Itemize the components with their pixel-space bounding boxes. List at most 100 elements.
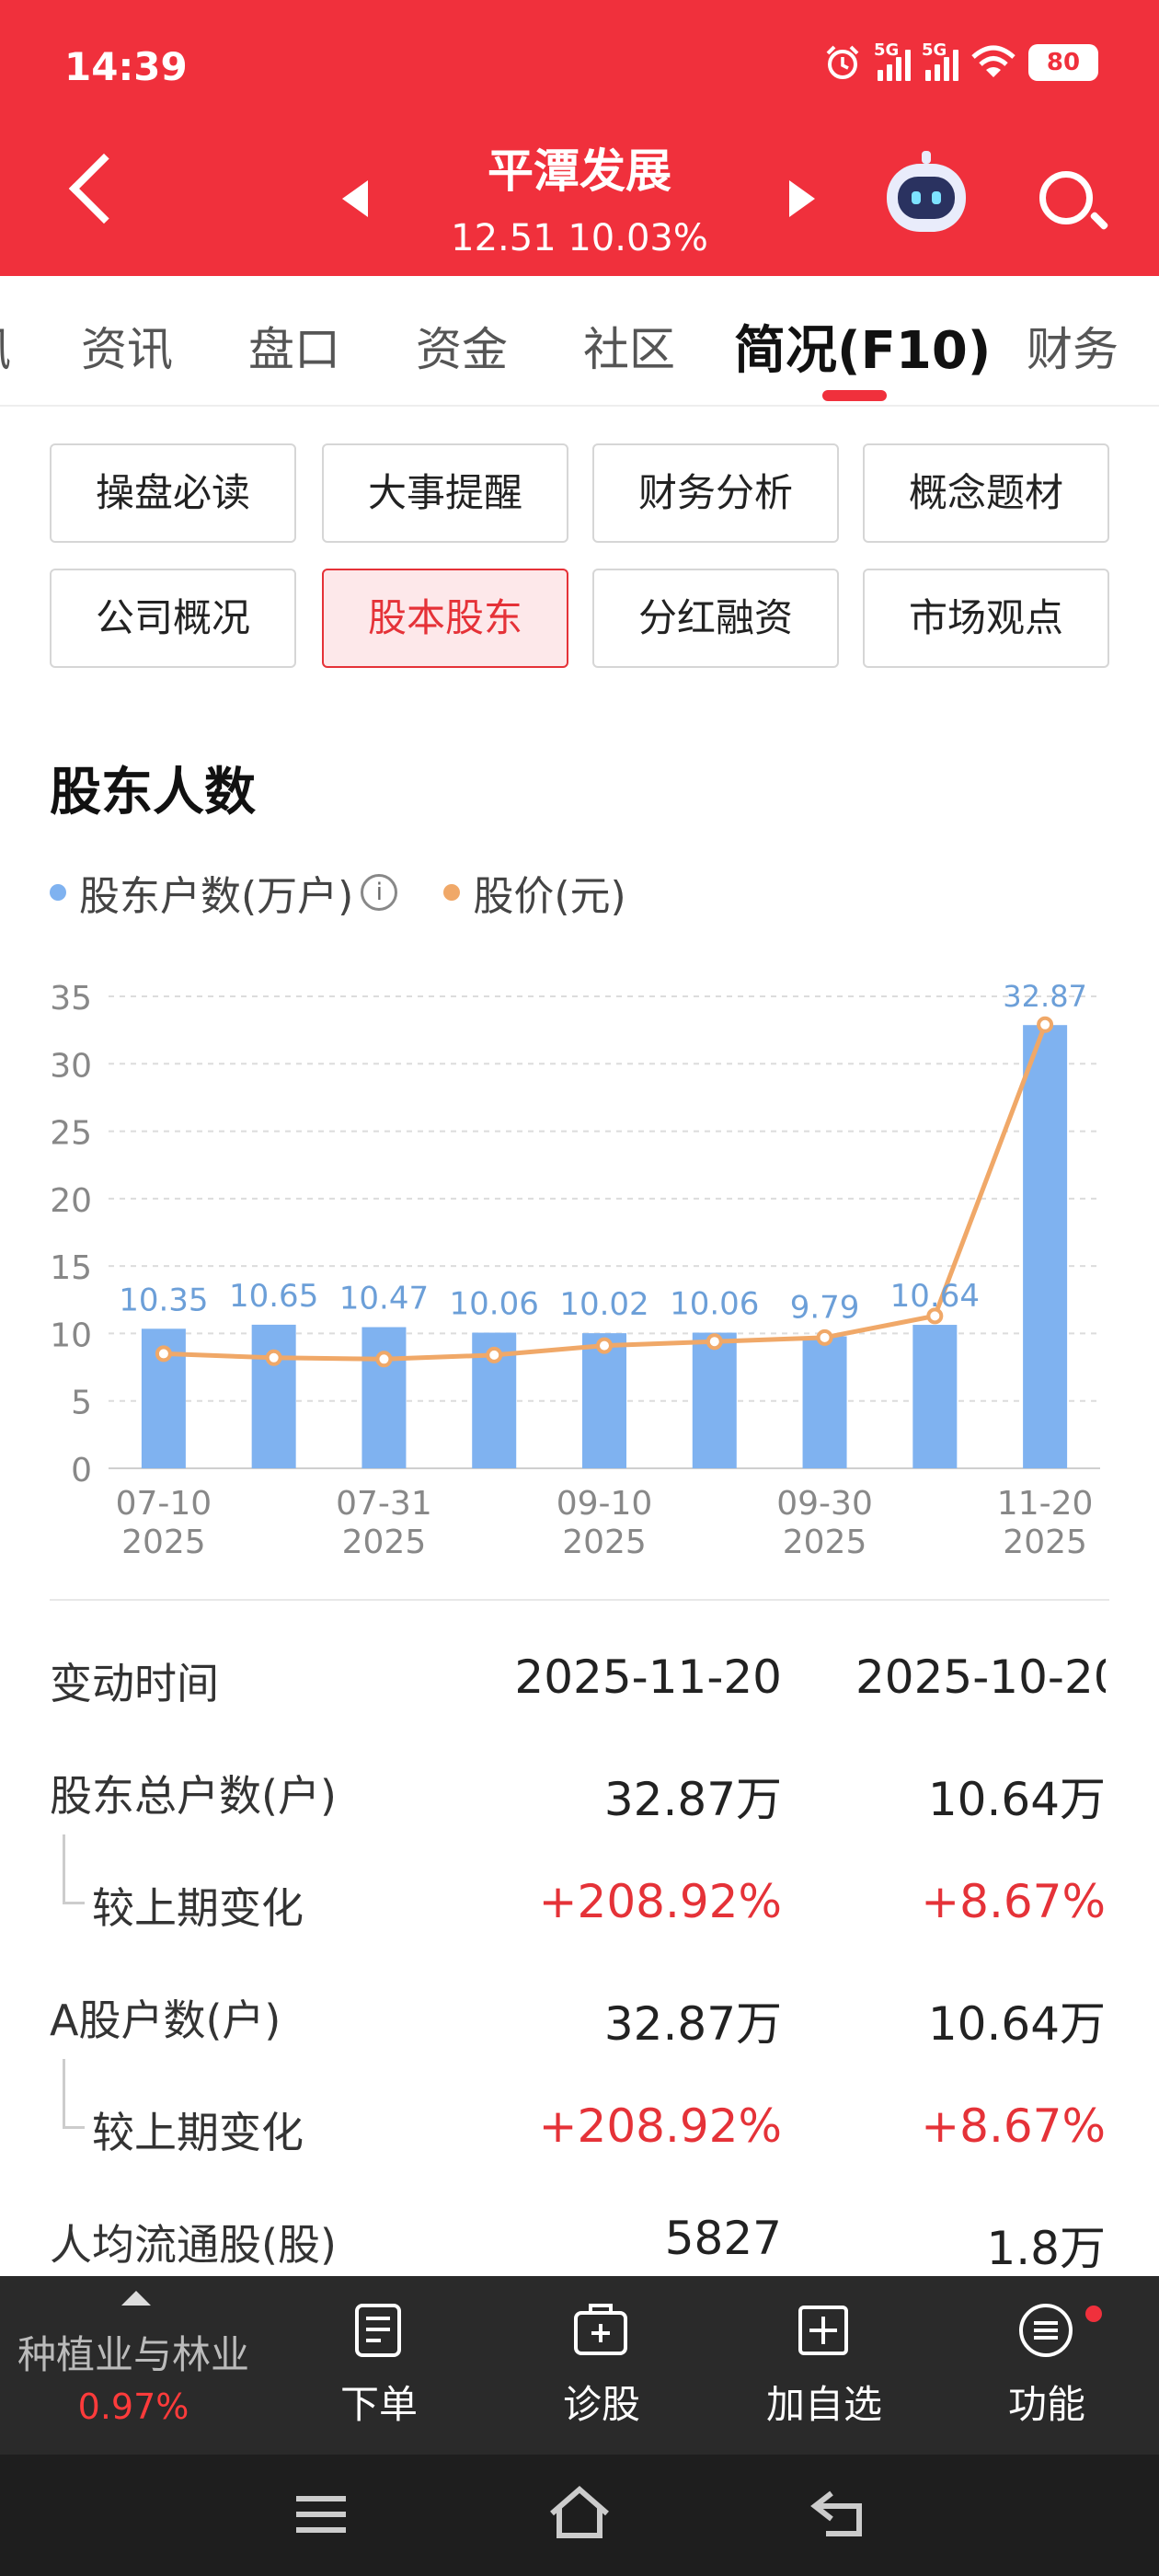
bar-value-label: 10.06: [450, 1286, 539, 1323]
signal-icon-1: 5G: [874, 40, 911, 81]
x-tick-year: 2025: [562, 1524, 647, 1561]
x-tick-label: 09-10: [557, 1485, 653, 1523]
bar-value-label: 10.65: [229, 1278, 318, 1315]
date-col-2: 2025-10-20: [855, 1650, 1106, 1704]
industry-button[interactable]: 种植业与林业 0.97%: [0, 2276, 267, 2455]
x-tick-label: 07-10: [116, 1485, 212, 1523]
y-tick-label: 30: [50, 1047, 92, 1085]
tab-community[interactable]: 社区: [583, 323, 675, 376]
cell-value: +208.92%: [538, 1875, 782, 1928]
price-point: [596, 1337, 613, 1354]
price-point: [926, 1307, 944, 1325]
sub-button-must-read[interactable]: 操盘必读: [50, 443, 296, 543]
price-point: [155, 1345, 172, 1363]
active-tab-indicator: [822, 390, 887, 401]
alarm-icon: [826, 45, 859, 79]
home-nav-icon[interactable]: [546, 2484, 613, 2541]
sub-button-shareholders[interactable]: 股本股东: [322, 569, 568, 668]
tab-capital-flow[interactable]: 资金: [416, 323, 508, 376]
table-row: 较上期变化 +208.92% +8.67%: [0, 2079, 1159, 2171]
cell-value: 5827: [664, 2212, 782, 2265]
sub-button-events[interactable]: 大事提醒: [322, 443, 568, 543]
bar: [582, 1333, 626, 1468]
app-header: 14:39 5G 5G 80 平潭发展 12.51 10.03%: [0, 0, 1159, 276]
sub-button-company-profile[interactable]: 公司概况: [50, 569, 296, 668]
y-tick-label: 20: [50, 1182, 92, 1220]
bar: [912, 1325, 958, 1468]
tab-news[interactable]: 资讯: [81, 323, 173, 376]
x-tick-year: 2025: [783, 1524, 867, 1561]
search-icon[interactable]: [1039, 171, 1093, 224]
bottom-action-bar: 种植业与林业 0.97% 下单 诊股 加自选 功能: [0, 2276, 1159, 2455]
y-tick-label: 10: [50, 1317, 92, 1354]
cell-value: 1.8万: [986, 2222, 1106, 2275]
y-tick-label: 35: [50, 980, 92, 1018]
cell-value: 10.64万: [927, 1997, 1106, 2051]
menu-nav-icon[interactable]: [293, 2491, 350, 2537]
row-label: 股东总户数(户): [50, 1771, 337, 1821]
legend-dot-price: [443, 884, 461, 901]
back-nav-icon[interactable]: [809, 2488, 870, 2541]
price-point: [1037, 1016, 1054, 1033]
expand-up-icon: [121, 2291, 151, 2306]
prev-stock-icon[interactable]: [342, 180, 368, 217]
tree-connector: [63, 2059, 85, 2129]
stock-quote: 12.51 10.03%: [451, 217, 708, 259]
cell-value: +8.67%: [921, 2099, 1106, 2153]
table-header-row: 变动时间 2025-11-20 2025-10-20: [0, 1630, 1159, 1722]
status-time: 14:39: [64, 44, 188, 89]
bar-value-label: 10.47: [339, 1281, 429, 1317]
tab-f10-overview[interactable]: 简况(F10): [734, 321, 992, 381]
legend-holders: 股东户数(万户): [79, 873, 354, 920]
bar-value-label: 9.79: [790, 1290, 860, 1327]
x-tick-label: 07-31: [336, 1485, 432, 1523]
price-point: [706, 1333, 723, 1351]
tab-financials[interactable]: 财务: [1027, 323, 1119, 376]
bar-value-label: 10.02: [559, 1286, 648, 1323]
add-watchlist-button[interactable]: 加自选: [714, 2276, 935, 2455]
sub-button-financial-analysis[interactable]: 财务分析: [592, 443, 839, 543]
wifi-icon: [971, 45, 1016, 77]
diagnose-icon: [574, 2304, 627, 2355]
bar-value-label: 32.87: [1003, 979, 1087, 1014]
x-tick-year: 2025: [1003, 1524, 1087, 1561]
row-label: 人均流通股(股): [50, 2220, 337, 2270]
diagnose-button[interactable]: 诊股: [491, 2276, 712, 2455]
price-point: [486, 1346, 503, 1363]
bar: [251, 1324, 296, 1468]
row-label: A股户数(户): [50, 1995, 281, 2045]
sub-button-dividends[interactable]: 分红融资: [592, 569, 839, 668]
order-button[interactable]: 下单: [269, 2276, 489, 2455]
x-tick-year: 2025: [121, 1524, 206, 1561]
x-tick-label: 09-30: [776, 1485, 873, 1523]
ai-assistant-icon[interactable]: [887, 151, 966, 232]
divider: [50, 1599, 1109, 1601]
price-point: [816, 1328, 833, 1346]
functions-button[interactable]: 功能: [936, 2276, 1157, 2455]
order-label: 下单: [339, 2382, 418, 2427]
chart-legend: 股东户数(万户) i 股价(元): [50, 863, 626, 922]
industry-change: 0.97%: [77, 2386, 189, 2427]
order-icon: [355, 2304, 401, 2357]
tree-connector: [63, 1834, 85, 1904]
sub-button-concepts[interactable]: 概念题材: [863, 443, 1109, 543]
tab-orderbook[interactable]: 盘口: [248, 323, 340, 376]
status-icons: 5G 5G 80: [822, 40, 1098, 83]
diagnose-label: 诊股: [562, 2382, 640, 2427]
row-label: 较上期变化: [92, 1883, 304, 1933]
price-point: [375, 1351, 393, 1368]
sub-button-market-views[interactable]: 市场观点: [863, 569, 1109, 668]
bar: [802, 1336, 847, 1468]
tab-partial[interactable]: 讯: [0, 313, 11, 379]
info-icon[interactable]: i: [361, 874, 398, 911]
price-point: [265, 1349, 282, 1366]
legend-dot-holders: [50, 884, 66, 901]
cell-value: 32.87万: [603, 1773, 782, 1826]
functions-label: 功能: [1007, 2382, 1085, 2427]
next-stock-icon[interactable]: [789, 180, 815, 217]
cell-value: +208.92%: [538, 2099, 782, 2153]
bar-value-label: 10.35: [119, 1282, 208, 1318]
bar: [361, 1327, 407, 1468]
y-tick-label: 0: [71, 1452, 92, 1489]
date-col-1: 2025-11-20: [514, 1650, 782, 1704]
